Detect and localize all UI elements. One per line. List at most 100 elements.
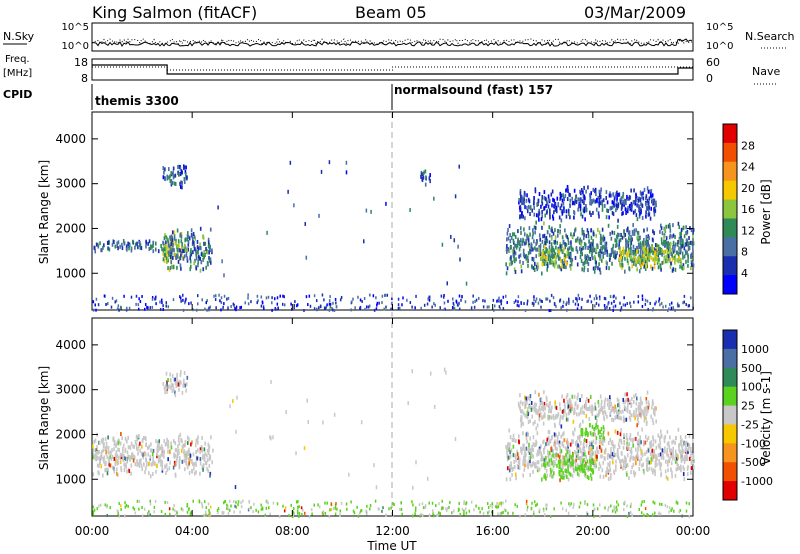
- range-time-cell: [602, 460, 605, 465]
- range-time-cell: [526, 299, 529, 303]
- range-time-cell: [102, 437, 105, 442]
- range-time-cell: [580, 191, 582, 196]
- range-time-cell: [669, 448, 671, 453]
- range-time-cell: [526, 439, 528, 444]
- range-time-cell: [652, 435, 654, 440]
- range-time-cell: [646, 390, 649, 395]
- range-time-cell: [629, 301, 631, 305]
- range-time-cell: [626, 405, 629, 410]
- range-time-cell: [640, 399, 642, 404]
- range-time-cell: [552, 449, 555, 454]
- range-time-cell: [339, 509, 342, 513]
- range-time-cell: [173, 377, 175, 382]
- range-time-cell: [581, 452, 584, 457]
- range-time-cell: [633, 300, 635, 304]
- range-time-cell: [642, 196, 645, 201]
- range-time-cell: [569, 266, 572, 271]
- range-time-cell: [587, 262, 590, 267]
- range-time-cell: [183, 176, 186, 181]
- range-time-cell: [100, 454, 103, 459]
- range-time-cell: [151, 297, 154, 301]
- range-time-cell: [629, 257, 632, 262]
- range-time-cell: [652, 442, 655, 447]
- range-time-cell: [272, 501, 275, 505]
- range-time-cell: [617, 452, 619, 457]
- range-time-cell: [540, 463, 543, 468]
- range-time-cell: [608, 469, 610, 474]
- range-time-cell: [676, 250, 678, 255]
- range-time-cell: [583, 447, 585, 452]
- range-time-cell: [269, 435, 271, 440]
- range-time-cell: [575, 453, 578, 458]
- range-time-cell: [121, 446, 124, 451]
- range-time-cell: [175, 384, 178, 389]
- range-time-cell: [125, 456, 127, 461]
- range-time-cell: [300, 506, 303, 510]
- range-time-cell: [599, 256, 601, 261]
- range-time-cell: [624, 399, 626, 404]
- range-time-cell: [545, 503, 547, 507]
- range-time-cell: [331, 306, 333, 310]
- range-time-cell: [167, 238, 169, 243]
- range-time-cell: [614, 238, 616, 243]
- range-time-cell: [597, 399, 600, 404]
- range-time-cell: [566, 459, 569, 464]
- range-time-cell: [216, 508, 219, 512]
- range-time-cell: [626, 446, 629, 451]
- range-time-cell: [678, 246, 680, 251]
- range-time-cell: [648, 252, 650, 257]
- range-time-cell: [172, 170, 174, 175]
- range-time-cell: [584, 438, 586, 443]
- range-time-cell: [610, 454, 612, 459]
- range-time-cell: [634, 455, 637, 460]
- range-time-cell: [685, 259, 687, 264]
- range-time-cell: [637, 447, 639, 452]
- range-time-cell: [541, 195, 544, 200]
- range-time-cell: [227, 508, 230, 512]
- range-time-cell: [177, 448, 179, 453]
- range-time-cell: [615, 500, 618, 504]
- range-time-cell: [661, 448, 664, 453]
- range-time-cell: [638, 258, 640, 263]
- range-time-cell: [588, 450, 590, 455]
- range-time-cell: [209, 227, 212, 232]
- range-time-cell: [512, 251, 515, 256]
- range-time-cell: [433, 404, 436, 409]
- range-time-cell: [133, 454, 135, 459]
- range-time-cell: [570, 240, 572, 245]
- range-time-cell: [594, 415, 597, 420]
- range-time-cell: [262, 305, 265, 309]
- range-time-cell: [506, 249, 508, 254]
- range-time-cell: [291, 307, 293, 311]
- range-time-cell: [619, 459, 622, 464]
- range-time-cell: [659, 303, 661, 307]
- range-time-cell: [564, 468, 567, 473]
- range-time-cell: [527, 204, 530, 209]
- range-time-cell: [655, 200, 657, 205]
- range-time-cell: [534, 407, 537, 412]
- range-time-cell: [534, 230, 536, 235]
- range-time-cell: [375, 485, 378, 490]
- range-time-cell: [160, 458, 162, 463]
- range-time-cell: [424, 182, 427, 187]
- range-time-cell: [189, 256, 192, 261]
- range-time-cell: [583, 265, 586, 270]
- range-time-cell: [614, 510, 617, 514]
- range-time-cell: [296, 509, 299, 513]
- cpid-mode-themis: themis 3300: [95, 94, 179, 108]
- range-time-cell: [492, 298, 495, 302]
- range-time-cell: [560, 208, 563, 213]
- range-time-cell: [117, 304, 120, 308]
- range-time-cell: [634, 256, 637, 261]
- range-time-cell: [568, 211, 570, 216]
- range-time-cell: [586, 430, 589, 435]
- range-time-cell: [178, 243, 180, 248]
- range-time-cell: [185, 388, 187, 393]
- range-time-cell: [628, 267, 631, 272]
- range-time-cell: [620, 428, 622, 433]
- range-time-cell: [556, 463, 558, 468]
- range-time-cell: [668, 256, 670, 261]
- range-time-cell: [414, 508, 417, 512]
- range-time-cell: [587, 466, 590, 471]
- range-time-cell: [665, 475, 668, 480]
